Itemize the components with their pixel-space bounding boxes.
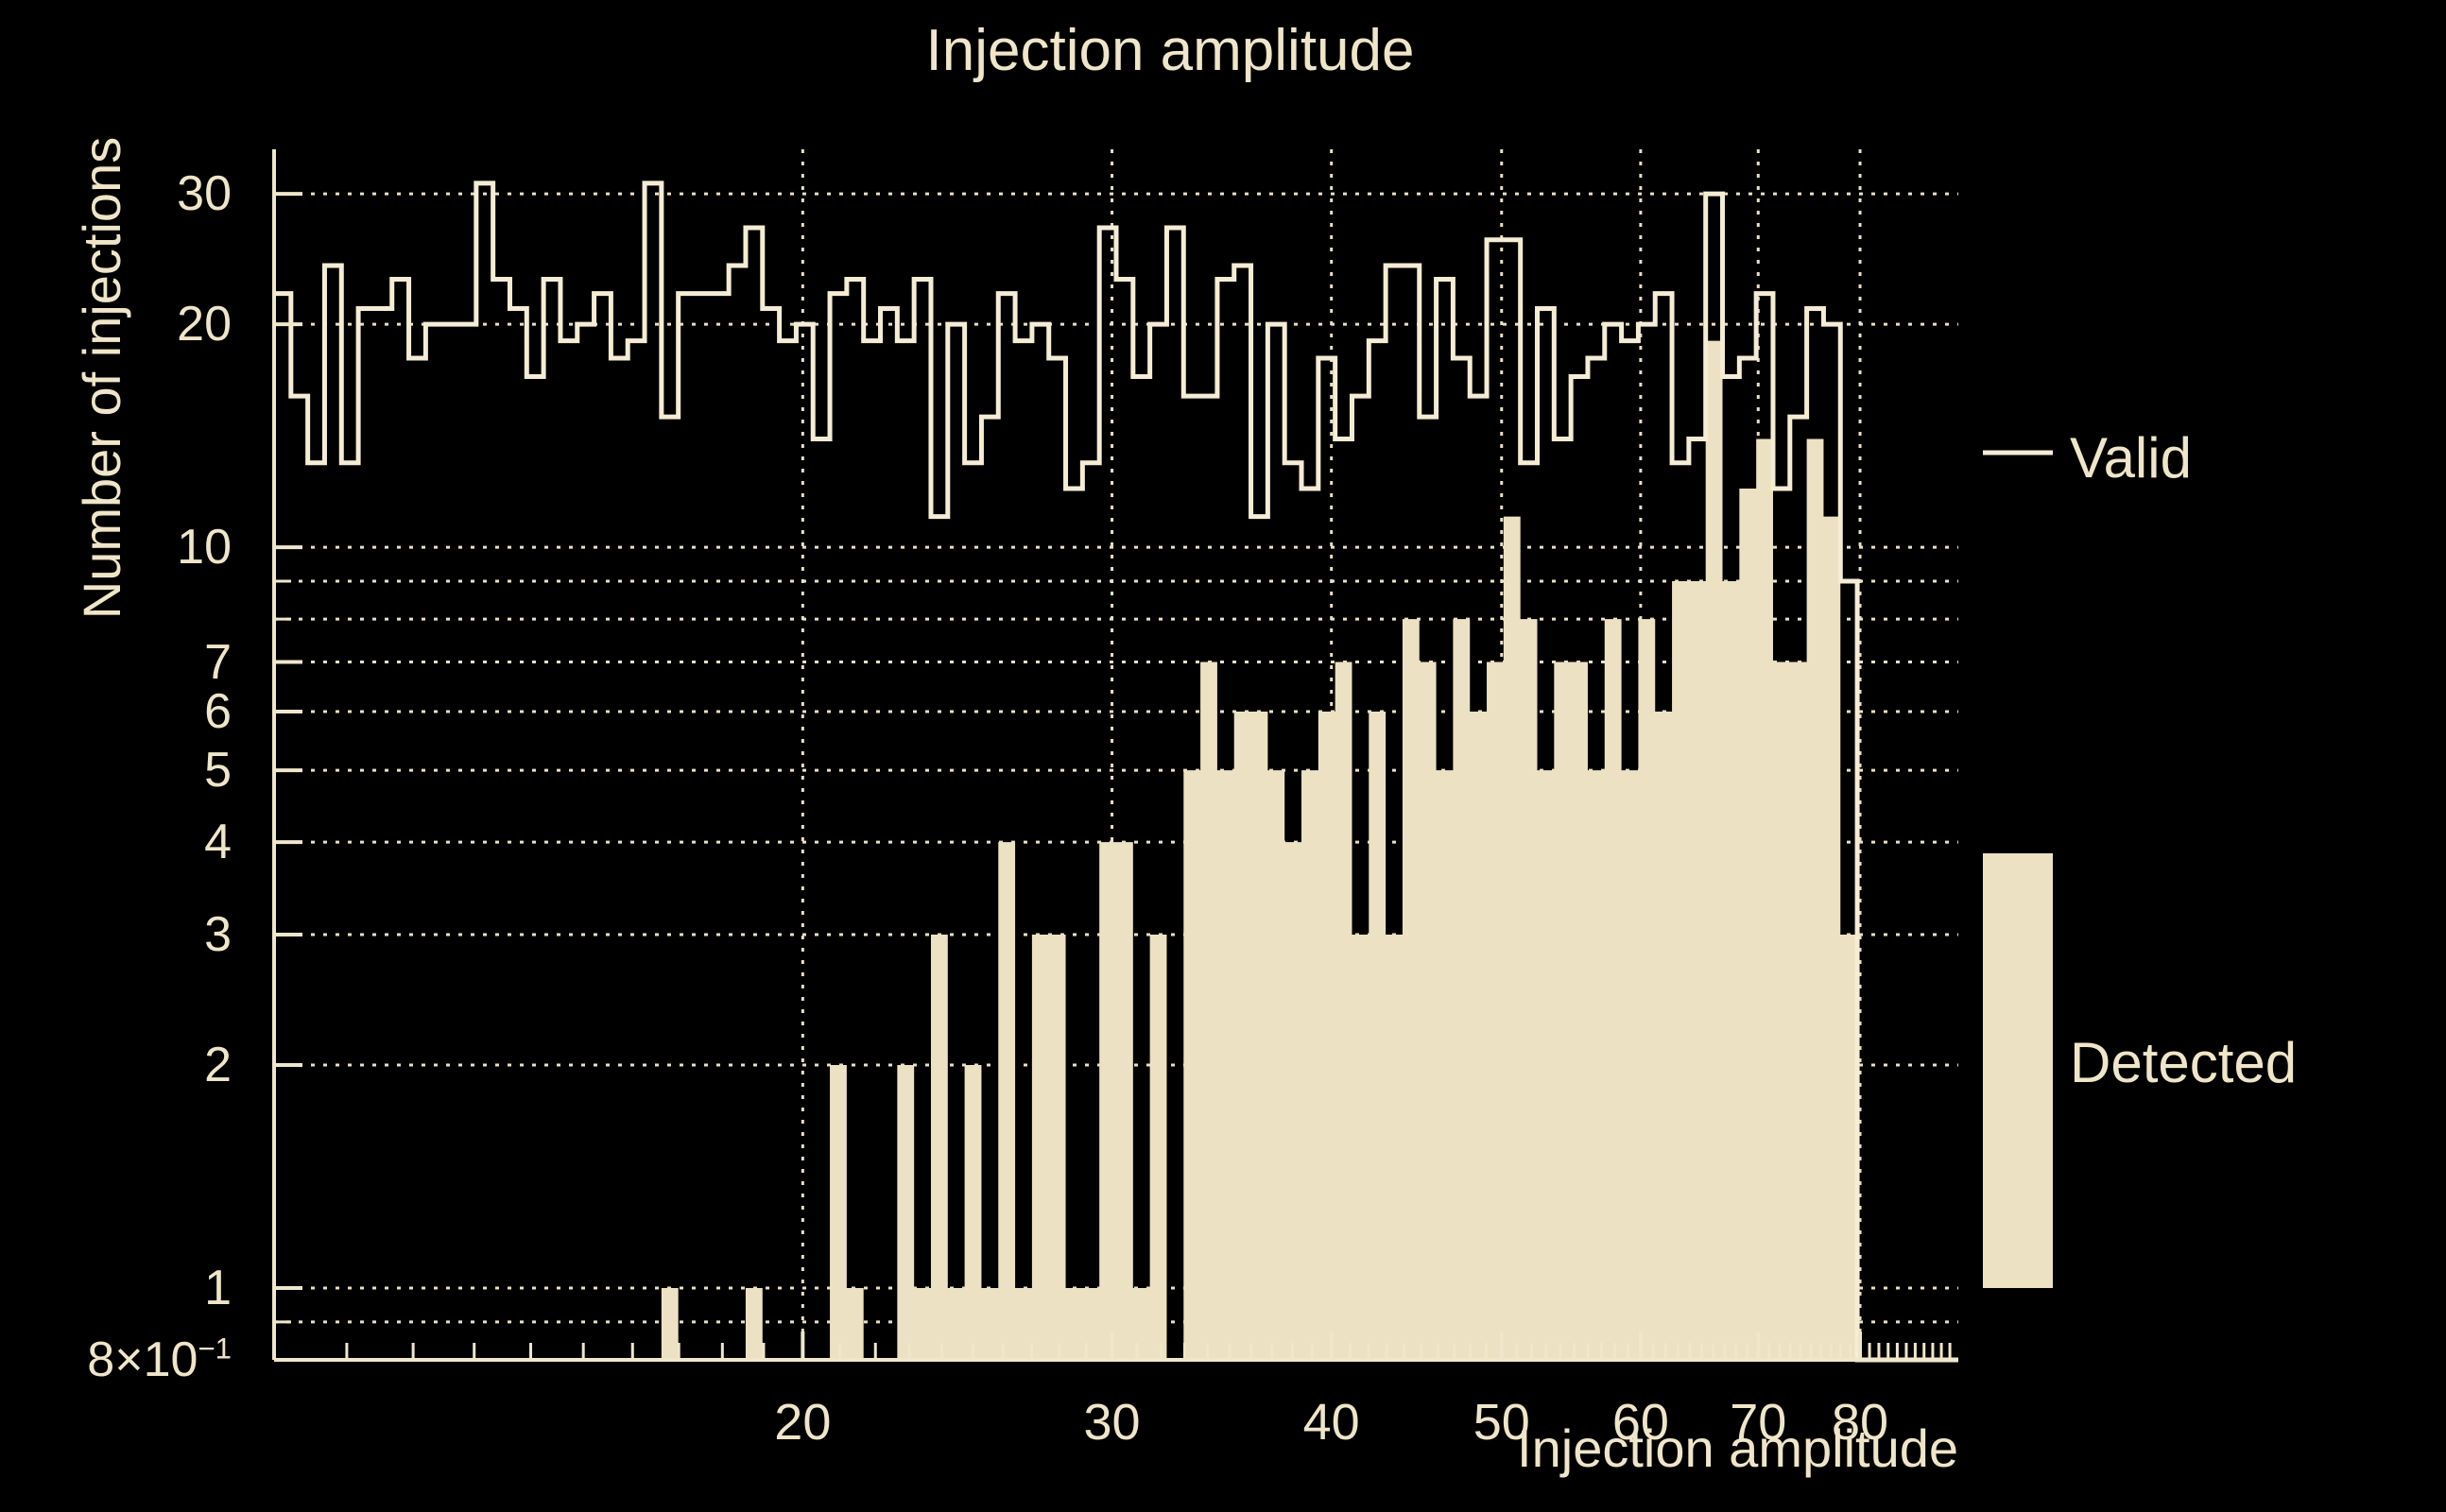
y-axis-title: Number of injections xyxy=(72,136,131,620)
x-tick-label-70: 70 xyxy=(1730,1394,1787,1451)
y-tick-label-1: 1 xyxy=(204,1261,232,1316)
y-tick-label-20: 20 xyxy=(177,297,232,352)
x-tick-label-30: 30 xyxy=(1083,1394,1141,1451)
x-tick-label-40: 40 xyxy=(1302,1394,1360,1451)
x-tick-label-20: 20 xyxy=(774,1394,832,1451)
legend-label-detected: Detected xyxy=(2070,1031,2298,1094)
valid-histogram xyxy=(274,180,1958,1363)
x-tick-label-50: 50 xyxy=(1473,1394,1530,1451)
y-tick-label-2: 2 xyxy=(204,1038,232,1093)
x-axis-title: Injection amplitude xyxy=(1517,1418,1958,1478)
y-tick-label-10: 10 xyxy=(177,520,232,576)
x-tick-label-80: 80 xyxy=(1831,1394,1889,1451)
chart-title: Injection amplitude xyxy=(925,18,1415,83)
y-tick-label-3: 3 xyxy=(204,907,232,962)
legend-detected-swatch xyxy=(1983,853,2053,1288)
detected-histogram xyxy=(274,340,1958,1360)
y-tick-label-5: 5 xyxy=(204,743,232,799)
legend-label-valid: Valid xyxy=(2070,426,2192,490)
y-tick-label-7: 7 xyxy=(204,634,232,690)
x-tick-label-60: 60 xyxy=(1611,1394,1669,1451)
y-tick-label-6: 6 xyxy=(204,684,232,740)
y-tick-label-810: 8×10−1 xyxy=(87,1332,232,1387)
y-tick-label-30: 30 xyxy=(177,166,232,222)
y-tick-label-4: 4 xyxy=(204,815,232,870)
